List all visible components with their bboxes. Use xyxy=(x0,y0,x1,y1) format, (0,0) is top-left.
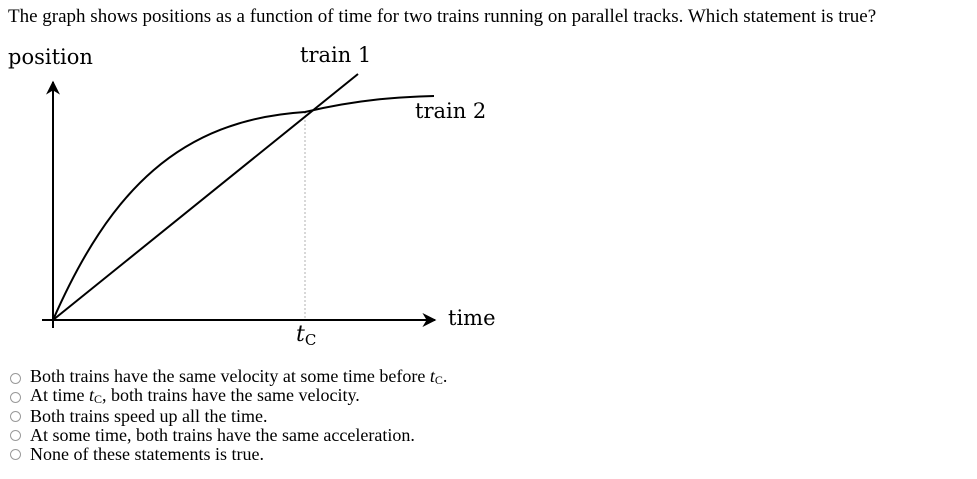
tc-label: tC xyxy=(296,322,316,349)
option-5[interactable]: None of these statements is true. xyxy=(10,445,447,464)
train1-label: train 1 xyxy=(300,43,371,67)
radio-button[interactable] xyxy=(10,411,21,422)
option-3[interactable]: Both trains speed up all the time. xyxy=(10,407,447,426)
tc-inline: tC xyxy=(89,385,103,407)
option-label: Both trains have the same velocity at so… xyxy=(30,366,448,388)
question-text: The graph shows positions as a function … xyxy=(8,6,877,27)
train1-line xyxy=(52,73,359,321)
radio-button[interactable] xyxy=(10,430,21,441)
y-axis-label: position xyxy=(8,45,93,69)
tc-symbol: t xyxy=(296,322,305,347)
option-label: At some time, both trains have the same … xyxy=(30,425,415,445)
answer-options: Both trains have the same velocity at so… xyxy=(10,366,448,464)
train2-label: train 2 xyxy=(415,99,486,123)
train2-curve xyxy=(52,95,435,321)
option-label: At time tC, both trains have the same ve… xyxy=(30,385,360,407)
option-4[interactable]: At some time, both trains have the same … xyxy=(10,426,447,445)
radio-button[interactable] xyxy=(10,449,21,460)
radio-button[interactable] xyxy=(10,392,21,403)
option-label: None of these statements is true. xyxy=(30,444,264,464)
tc-inline: tC xyxy=(429,366,443,388)
option-2[interactable]: At time tC, both trains have the same ve… xyxy=(10,385,447,407)
x-axis-label: time xyxy=(448,306,496,330)
option-1[interactable]: Both trains have the same velocity at so… xyxy=(10,366,448,388)
tc-subscript: C xyxy=(305,331,316,349)
radio-button[interactable] xyxy=(10,373,21,384)
option-label: Both trains speed up all the time. xyxy=(30,406,268,426)
